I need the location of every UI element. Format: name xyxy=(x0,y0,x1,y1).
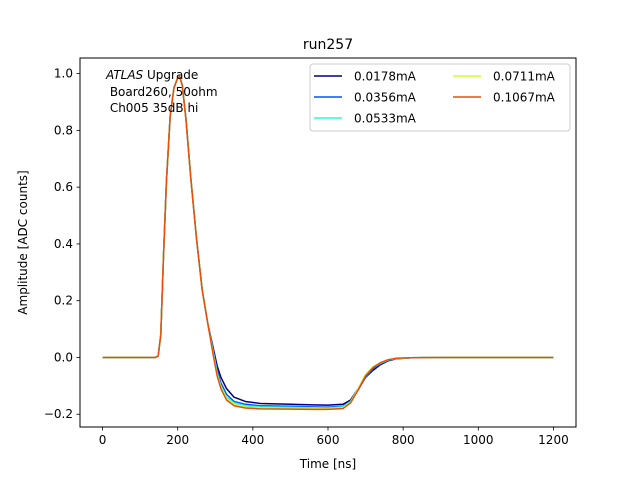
legend-label-3: 0.0533mA xyxy=(354,112,417,126)
y-tick-label: 0.4 xyxy=(54,237,73,251)
chart-title: run257 xyxy=(303,37,353,53)
legend-items: 0.0178mA 0.0356mA 0.0533mA 0.0711mA 0.1067mA xyxy=(314,70,556,126)
x-tick-label: 800 xyxy=(392,433,415,447)
x-tick-label: 400 xyxy=(241,433,264,447)
legend-label-4: 0.0711mA xyxy=(493,70,556,84)
x-tick-label: 1000 xyxy=(463,433,494,447)
y-axis-ticks: −0.2 0.0 0.2 0.4 0.6 0.8 1.0 xyxy=(44,67,80,421)
y-tick-label: 0.6 xyxy=(54,180,73,194)
x-axis-ticks: 0 200 400 600 800 1000 1200 xyxy=(99,427,569,447)
x-tick-label: 600 xyxy=(317,433,340,447)
legend: 0.0178mA 0.0356mA 0.0533mA 0.0711mA 0.1067mA xyxy=(309,63,571,132)
annotation-line-3: Ch005 35dB hi xyxy=(106,101,198,115)
legend-box xyxy=(309,63,571,132)
y-axis-label: Amplitude [ADC counts] xyxy=(16,170,30,314)
x-axis-label: Time [ns] xyxy=(299,457,356,471)
y-tick-label: 0.0 xyxy=(54,350,73,364)
annotation-line-2: Board260, 50ohm xyxy=(106,85,218,99)
atlas-annotation: ATLAS Upgrade Board260, 50ohm Ch005 35dB… xyxy=(105,68,218,115)
annotation-line-1: ATLAS Upgrade xyxy=(105,68,198,82)
x-tick-label: 200 xyxy=(166,433,189,447)
annotation-atlas: ATLAS xyxy=(105,68,144,82)
series-layer xyxy=(102,75,554,411)
legend-label-5: 0.1067mA xyxy=(493,91,556,105)
x-tick-label: 0 xyxy=(99,433,107,447)
x-tick-label: 1200 xyxy=(538,433,569,447)
y-tick-label: 0.2 xyxy=(54,294,73,308)
y-tick-label: −0.2 xyxy=(44,407,73,421)
axes-frame xyxy=(79,57,577,428)
y-tick-label: 1.0 xyxy=(54,67,73,81)
y-tick-label: 0.8 xyxy=(54,123,73,137)
annotation-upgrade: Upgrade xyxy=(143,68,198,82)
legend-label-2: 0.0356mA xyxy=(354,91,417,105)
series-line-5 xyxy=(102,75,554,411)
legend-label-1: 0.0178mA xyxy=(354,70,417,84)
